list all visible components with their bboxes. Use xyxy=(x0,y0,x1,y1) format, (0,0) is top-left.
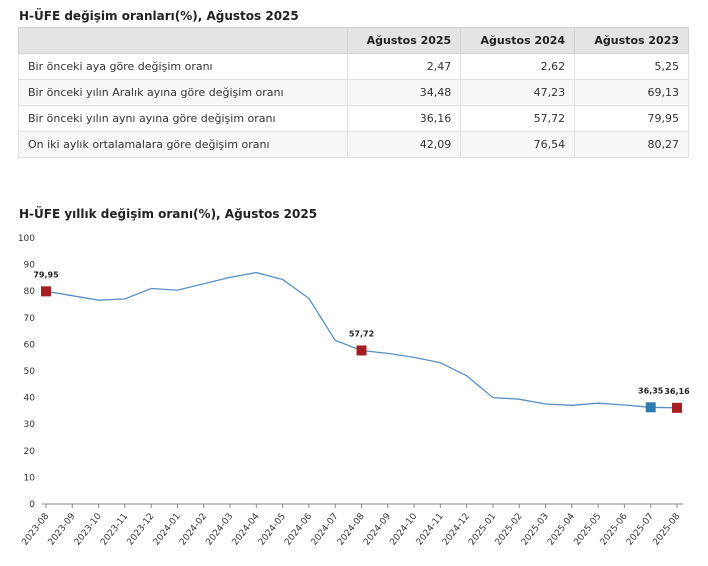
table-header-row: Ağustos 2025 Ağustos 2024 Ağustos 2023 xyxy=(17,27,689,54)
cell-value: 5,25 xyxy=(574,53,689,80)
cell-value: 80,27 xyxy=(574,131,689,158)
y-tick-label: 10 xyxy=(24,473,36,483)
highlight-marker xyxy=(645,402,656,413)
point-value-label: 36,35 xyxy=(638,386,664,395)
point-value-label: 57,72 xyxy=(349,329,374,338)
row-label: Bir önceki aya göre değişim oranı xyxy=(17,53,349,80)
y-tick-label: 20 xyxy=(24,447,36,457)
header-aug-2024: Ağustos 2024 xyxy=(460,27,576,54)
data-point xyxy=(255,271,257,273)
table-row: Bir önceki yılın aynı ayına göre değişim… xyxy=(17,105,689,132)
highlight-marker xyxy=(356,345,367,356)
table-row: Bir önceki yılın Aralık ayına göre değiş… xyxy=(17,79,689,106)
cell-value: 79,95 xyxy=(574,105,689,132)
series-line xyxy=(45,271,678,409)
data-point xyxy=(71,295,73,297)
y-tick-label: 90 xyxy=(24,261,36,271)
row-label: Bir önceki yılın Aralık ayına göre değiş… xyxy=(17,79,349,106)
table-row: On iki aylık ortalamalara göre değişim o… xyxy=(17,131,689,158)
data-point xyxy=(465,375,467,377)
line-chart: 01020304050607080901002023-082023-092023… xyxy=(18,234,690,547)
data-point xyxy=(492,396,494,398)
cell-value: 42,09 xyxy=(347,131,462,158)
data-point xyxy=(203,283,205,285)
header-blank xyxy=(17,27,349,54)
highlight-marker xyxy=(41,286,51,297)
data-point xyxy=(387,352,389,354)
header-aug-2025: Ağustos 2025 xyxy=(347,27,462,54)
chart-title: H-ÜFE yıllık değişim oranı(%), Ağustos 2… xyxy=(19,207,318,221)
rates-table: Ağustos 2025 Ağustos 2024 Ağustos 2023 B… xyxy=(17,27,689,158)
point-value-label: 36,16 xyxy=(664,387,690,396)
data-point xyxy=(97,299,99,301)
data-point xyxy=(124,298,126,300)
data-point xyxy=(623,404,625,406)
data-point xyxy=(334,339,336,341)
y-tick-label: 100 xyxy=(18,234,35,244)
cell-value: 34,48 xyxy=(347,79,462,106)
y-tick-label: 80 xyxy=(24,287,36,297)
cell-value: 2,47 xyxy=(347,53,462,80)
cell-value: 69,13 xyxy=(574,79,689,106)
cell-value: 76,54 xyxy=(460,131,576,158)
cell-value: 36,16 xyxy=(347,105,462,132)
data-point xyxy=(518,398,520,400)
x-tick-label: 2025-08 xyxy=(651,511,682,547)
table-title: H-ÜFE değişim oranları(%), Ağustos 2025 xyxy=(19,9,299,23)
highlight-marker xyxy=(672,402,682,413)
data-point xyxy=(571,404,573,406)
data-point xyxy=(413,356,415,358)
y-tick-label: 60 xyxy=(24,340,36,350)
y-tick-label: 40 xyxy=(24,394,36,404)
data-point xyxy=(439,362,441,364)
data-point xyxy=(281,278,283,280)
data-point xyxy=(176,289,178,291)
cell-value: 47,23 xyxy=(460,79,576,106)
cell-value: 2,62 xyxy=(460,53,576,80)
table-row: Bir önceki aya göre değişim oranı 2,47 2… xyxy=(17,53,689,80)
data-point xyxy=(544,403,546,405)
data-point xyxy=(597,402,599,404)
y-tick-label: 0 xyxy=(29,500,35,510)
data-point xyxy=(229,276,231,278)
cell-value: 57,72 xyxy=(460,105,576,132)
data-point xyxy=(308,297,310,299)
y-tick-label: 30 xyxy=(24,420,36,430)
row-label: Bir önceki yılın aynı ayına göre değişim… xyxy=(17,105,349,132)
y-tick-label: 70 xyxy=(24,314,36,324)
y-tick-label: 50 xyxy=(24,367,36,377)
point-value-label: 79,95 xyxy=(33,270,59,279)
header-aug-2023: Ağustos 2023 xyxy=(574,27,689,54)
row-label: On iki aylık ortalamalara göre değişim o… xyxy=(17,131,349,158)
data-point xyxy=(150,287,152,289)
